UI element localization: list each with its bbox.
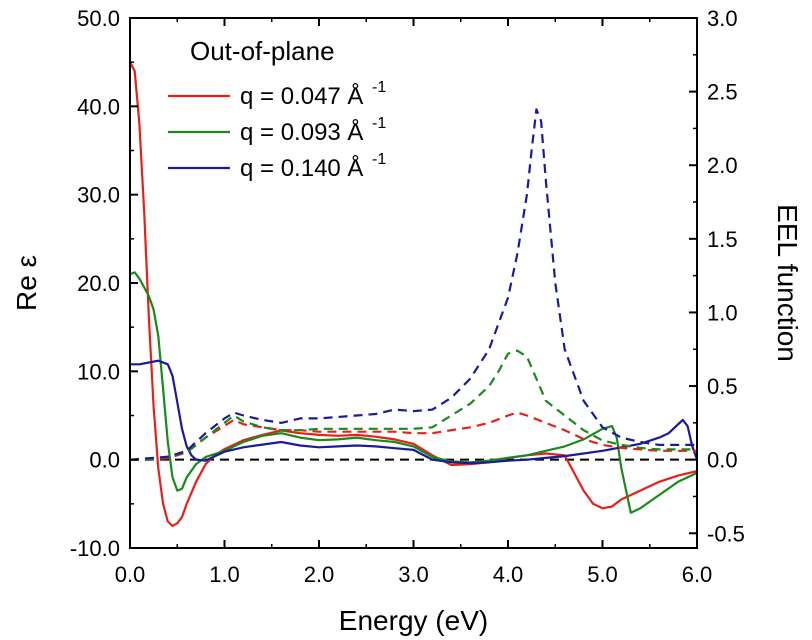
legend-label: q = 0.093 Å xyxy=(240,118,363,146)
x-tick-label: 3.0 xyxy=(398,562,429,587)
legend: Out-of-plane q = 0.047 Å -1 q = 0.093 Å -1 q … xyxy=(168,36,386,182)
right-y-tick-label: 2.0 xyxy=(707,153,738,178)
right-y-tick-label: 1.0 xyxy=(707,300,738,325)
x-axis-title: Energy (eV) xyxy=(339,605,488,636)
series-line-eel-4 xyxy=(130,349,697,461)
x-tick-label: 0.0 xyxy=(115,562,146,587)
left-y-axis-title: Re ε xyxy=(11,255,42,311)
left-y-tick-label: 50.0 xyxy=(77,6,120,31)
left-y-tick-label: 10.0 xyxy=(77,359,120,384)
axes: 0.0 1.0 2.0 3.0 4.0 5.0 6.0-10.00.010.020.030.… xyxy=(11,6,803,636)
x-tick-label: 6.0 xyxy=(682,562,713,587)
x-tick-label: 4.0 xyxy=(493,562,524,587)
x-tick-label: 5.0 xyxy=(587,562,618,587)
left-y-tick-label: 40.0 xyxy=(77,94,120,119)
legend-label: q = 0.140 Å xyxy=(240,154,363,182)
series-line-eps-2 xyxy=(130,359,697,465)
right-y-tick-label: 0.0 xyxy=(707,448,738,473)
series-line-eps-1 xyxy=(130,271,697,514)
left-y-tick-label: 20.0 xyxy=(77,271,120,296)
series-line-eel-5 xyxy=(130,108,697,461)
right-y-tick-label: 1.5 xyxy=(707,227,738,252)
left-y-tick-label: -10.0 xyxy=(70,536,120,561)
right-y-tick-label: 3.0 xyxy=(707,6,738,31)
x-tick-label: 1.0 xyxy=(209,562,240,587)
right-y-axis-title: EEL function xyxy=(772,204,803,362)
left-y-tick-label: 0.0 xyxy=(89,448,120,473)
legend-superscript: -1 xyxy=(372,115,386,132)
series-line-eel-3 xyxy=(130,411,697,461)
right-y-tick-label: 0.5 xyxy=(707,374,738,399)
legend-superscript: -1 xyxy=(372,79,386,96)
x-tick-label: 2.0 xyxy=(304,562,335,587)
legend-superscript: -1 xyxy=(372,151,386,168)
legend-label: q = 0.047 Å xyxy=(240,82,363,110)
legend-title: Out-of-plane xyxy=(190,36,335,66)
right-y-tick-label: -0.5 xyxy=(707,521,745,546)
series-line-eps-0 xyxy=(130,61,697,528)
right-y-tick-label: 2.5 xyxy=(707,80,738,105)
left-y-tick-label: 30.0 xyxy=(77,183,120,208)
plot-area xyxy=(130,61,697,528)
plot-frame xyxy=(129,17,698,549)
